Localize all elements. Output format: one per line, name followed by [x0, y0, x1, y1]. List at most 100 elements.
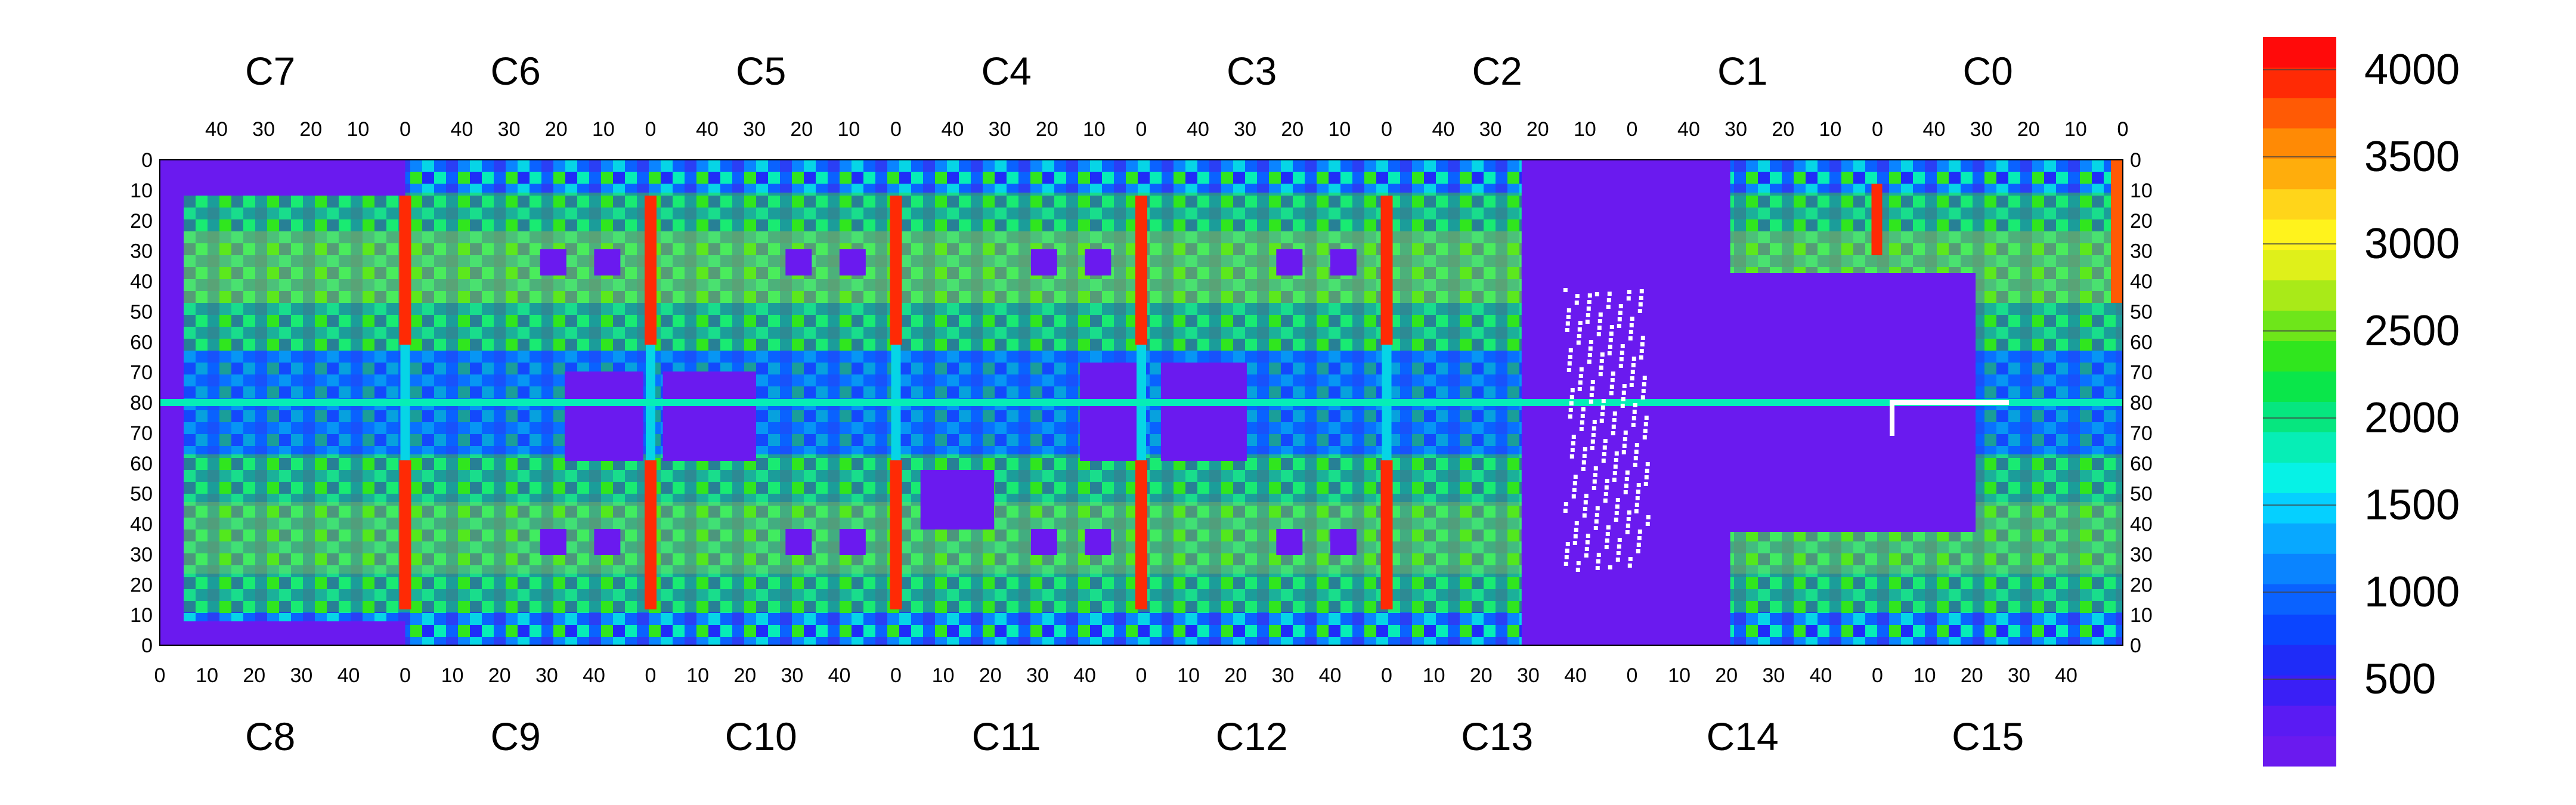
- white-pixel: [1637, 309, 1642, 313]
- white-pixel: [1594, 519, 1599, 524]
- white-pixel: [1565, 542, 1570, 546]
- y-tick-label-left: 20: [130, 574, 153, 596]
- white-pixel: [1626, 524, 1630, 528]
- top-tick-label: 20: [790, 118, 813, 141]
- white-pixel: [1634, 443, 1639, 447]
- white-pixel: [1615, 504, 1620, 509]
- white-trace: [1890, 400, 2010, 405]
- colorbar-segment: [2263, 280, 2336, 311]
- white-pixel: [1580, 414, 1585, 418]
- white-pixel: [1645, 469, 1649, 473]
- white-pixel: [1638, 302, 1643, 306]
- white-pixel: [1586, 306, 1591, 311]
- white-pixel: [1626, 517, 1631, 521]
- top-tick-label: 30: [1970, 118, 1993, 141]
- white-pixel: [1628, 557, 1633, 561]
- white-pixel: [1601, 459, 1606, 463]
- white-pixel: [1633, 456, 1638, 460]
- hot-column-upper: [645, 196, 657, 345]
- bottom-tick-label: 20: [979, 664, 1002, 687]
- white-pixel: [1610, 378, 1615, 382]
- white-pixel: [1643, 422, 1648, 426]
- white-pixel: [1609, 391, 1614, 395]
- dead-region: [1160, 363, 1247, 461]
- dead-region: [662, 371, 756, 461]
- white-pixel: [1641, 389, 1646, 393]
- dead-pixel-cluster: [540, 529, 566, 555]
- top-tick-label: 20: [299, 118, 322, 141]
- colorbar-tick-label: 2000: [2364, 394, 2460, 442]
- white-pixel: [1600, 352, 1605, 357]
- white-pixel: [1624, 477, 1629, 481]
- white-pixel: [1622, 444, 1627, 448]
- y-tick-label-right: 10: [2130, 604, 2153, 627]
- y-tick-label-left: 40: [130, 513, 153, 536]
- white-pixel: [1577, 387, 1582, 391]
- white-pixel: [1636, 543, 1641, 547]
- white-pixel: [1566, 308, 1571, 312]
- white-pixel: [1605, 479, 1609, 483]
- white-pixel: [1575, 568, 1580, 572]
- white-pixel: [1614, 458, 1618, 462]
- white-pixel: [1627, 510, 1631, 515]
- white-pixel: [1572, 541, 1577, 545]
- top-tick-label: 30: [252, 118, 275, 141]
- white-pixel: [1607, 351, 1612, 355]
- bottom-tick-label: 0: [400, 664, 411, 687]
- white-pixel: [1604, 485, 1609, 490]
- bottom-tick-label: 40: [1564, 664, 1587, 687]
- y-tick-label-right: 60: [2130, 453, 2153, 475]
- colorbar-segment: [2263, 188, 2336, 220]
- dead-pixel-cluster: [540, 249, 566, 275]
- top-tick-label: 10: [592, 118, 615, 141]
- white-pixel: [1640, 342, 1645, 346]
- white-pixel: [1603, 439, 1608, 443]
- white-pixel: [1621, 391, 1626, 395]
- top-chip-label: C0: [1962, 49, 2012, 93]
- top-tick-label: 20: [1036, 118, 1058, 141]
- white-pixel: [1576, 340, 1581, 345]
- white-pixel: [1633, 463, 1637, 467]
- y-tick-label-left: 50: [130, 483, 153, 506]
- bottom-tick-label: 40: [583, 664, 605, 687]
- white-pixel: [1568, 414, 1572, 419]
- white-pixel: [1621, 397, 1626, 401]
- white-pixel: [1609, 385, 1614, 389]
- white-pixel: [1623, 437, 1627, 441]
- white-pixel: [1563, 509, 1568, 513]
- white-pixel: [1599, 359, 1604, 363]
- top-tick-label: 30: [989, 118, 1011, 141]
- bottom-tick-label: 30: [1026, 664, 1049, 687]
- white-pixel: [1602, 452, 1606, 456]
- white-pixel: [1623, 431, 1628, 435]
- white-pixel: [1612, 471, 1617, 475]
- colorbar-segment: [2263, 67, 2336, 98]
- bottom-tick-label: 30: [535, 664, 558, 687]
- white-pixel: [1629, 323, 1634, 327]
- colorbar-segment: [2263, 97, 2336, 129]
- dead-pixel-cluster: [839, 249, 866, 275]
- white-pixel: [1632, 410, 1637, 414]
- y-tick-label-left: 20: [130, 210, 153, 233]
- top-tick-label: 10: [1574, 118, 1596, 141]
- bottom-tick-label: 30: [290, 664, 312, 687]
- top-tick-label: 10: [1083, 118, 1106, 141]
- white-pixel: [1570, 448, 1575, 452]
- white-pixel: [1584, 553, 1589, 558]
- top-tick-label: 20: [1527, 118, 1549, 141]
- white-pixel: [1585, 320, 1590, 324]
- white-pixel: [1577, 334, 1581, 338]
- white-pixel: [1577, 327, 1582, 332]
- white-pixel: [1635, 496, 1640, 500]
- bottom-chip-label: C11: [972, 714, 1041, 758]
- white-pixel: [1571, 494, 1576, 499]
- hot-column-lower: [1135, 460, 1147, 609]
- bottom-tick-label: 10: [196, 664, 218, 687]
- white-pixel: [1618, 364, 1623, 368]
- bottom-tick-label: 40: [828, 664, 851, 687]
- white-pixel: [1592, 420, 1597, 424]
- white-pixel: [1645, 462, 1650, 466]
- white-pixel: [1566, 315, 1571, 319]
- y-tick-label-right: 40: [2130, 513, 2153, 536]
- white-pixel: [1620, 404, 1625, 408]
